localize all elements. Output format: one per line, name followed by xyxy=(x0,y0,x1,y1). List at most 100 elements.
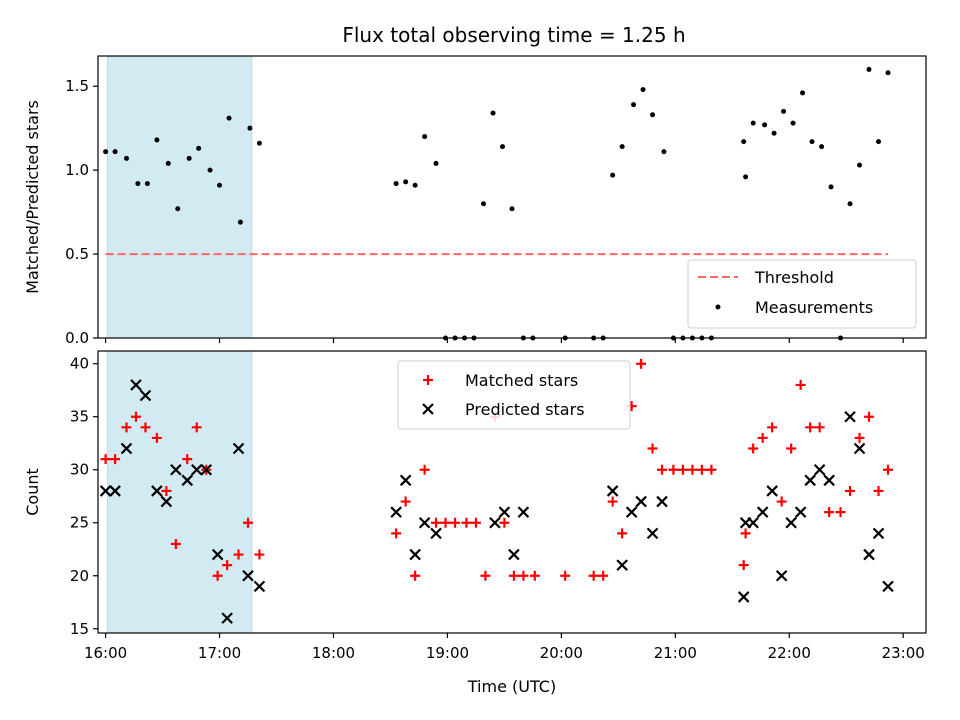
measurement-point xyxy=(393,181,399,187)
top-panel: 0.0 0.5 1.0 1.5 Matched/Predicted stars Thres… xyxy=(23,55,927,347)
measurement-point xyxy=(640,87,646,93)
measurement-point xyxy=(743,174,749,180)
predicted-star-point xyxy=(635,495,647,508)
measurement-point xyxy=(217,182,223,188)
x-tick-label: 22:00 xyxy=(768,644,811,662)
predicted-star-point xyxy=(756,506,769,518)
predicted-star-point xyxy=(232,442,245,455)
matched-star-point xyxy=(100,454,111,465)
matched-star-point xyxy=(814,422,825,433)
x-tick-label: 16:00 xyxy=(84,644,127,662)
measurement-point xyxy=(750,120,756,126)
measurement-point xyxy=(144,181,150,187)
measurement-point xyxy=(154,137,160,143)
legend-measurements-label: Measurements xyxy=(755,298,873,317)
y-tick-label: 35 xyxy=(70,408,89,426)
axes-frame xyxy=(97,55,927,339)
measurement-point xyxy=(631,102,637,108)
measurement-point xyxy=(207,167,213,173)
x-tick-label: 18:00 xyxy=(312,644,355,662)
axes-frame xyxy=(97,350,927,634)
matched-star-point xyxy=(461,517,472,528)
y-tick-label: 40 xyxy=(70,355,89,373)
measurement-point xyxy=(490,110,496,116)
matched-star-point xyxy=(706,464,717,475)
matched-star-point xyxy=(845,485,856,496)
predicted-star-point xyxy=(489,516,501,529)
measurement-point xyxy=(610,172,616,178)
predicted-star-point xyxy=(863,548,875,561)
x-axis-label: Time (UTC) xyxy=(467,677,556,696)
measurement-point xyxy=(165,160,171,166)
measurement-point xyxy=(112,149,118,155)
measurement-point xyxy=(175,206,181,212)
y-tick-label: 15 xyxy=(70,620,89,638)
predicted-star-point xyxy=(120,442,133,455)
x-tick-label: 19:00 xyxy=(426,644,469,662)
measurement-point xyxy=(256,140,262,146)
matched-star-point xyxy=(864,411,875,422)
predicted-star-point xyxy=(785,516,797,529)
predicted-star-point xyxy=(872,527,885,540)
measurement-point xyxy=(781,108,787,114)
predicted-star-point xyxy=(430,527,442,540)
matched-star-point xyxy=(470,517,481,528)
matched-star-point xyxy=(738,560,749,571)
y-axis-label: Count xyxy=(23,468,42,516)
predicted-star-point xyxy=(242,569,254,582)
measurement-point xyxy=(481,201,487,207)
measurement-point xyxy=(500,144,506,150)
matched-star-point xyxy=(757,432,768,443)
legend-matched-label: Matched stars xyxy=(465,371,578,390)
measurement-point xyxy=(876,139,882,145)
predicted-star-point xyxy=(616,559,628,571)
matched-star-point xyxy=(518,570,529,581)
y-tick-label: 0.0 xyxy=(65,329,89,347)
matched-star-point xyxy=(110,454,121,465)
matched-star-point xyxy=(657,464,668,475)
matched-star-point xyxy=(480,570,491,581)
matched-star-point xyxy=(748,443,759,454)
predicted-star-point xyxy=(399,474,412,487)
matched-star-point xyxy=(767,422,778,433)
legend-box xyxy=(397,360,631,430)
matched-star-point xyxy=(588,570,599,581)
measurement-point xyxy=(847,201,853,207)
matched-star-point xyxy=(410,570,421,581)
predicted-star-point xyxy=(221,612,233,624)
y-tick-label: 1.0 xyxy=(65,161,89,179)
matched-star-point xyxy=(529,570,540,581)
measurement-point xyxy=(866,66,872,72)
predicted-star-point xyxy=(181,474,194,487)
matched-star-point xyxy=(560,570,571,581)
y-tick-label: 25 xyxy=(70,514,89,532)
matched-star-point xyxy=(854,432,865,443)
y-tick-label: 20 xyxy=(70,567,89,585)
measurement-point xyxy=(661,149,667,155)
predicted-star-point xyxy=(508,548,520,561)
predicted-star-point xyxy=(646,527,659,540)
predicted-star-point xyxy=(390,506,402,518)
matched-star-point xyxy=(222,560,233,571)
measurement-point xyxy=(857,162,863,168)
matched-star-point xyxy=(161,485,172,496)
predicted-star-point xyxy=(253,580,266,593)
measurement-point xyxy=(885,70,891,76)
matched-star-point xyxy=(677,464,688,475)
highlight-span xyxy=(106,350,253,634)
measurement-point xyxy=(186,155,192,161)
measurement-point xyxy=(103,149,109,155)
legend-predicted-label: Predicted stars xyxy=(465,400,585,419)
matched-star-point xyxy=(130,411,141,422)
measurement-point xyxy=(135,181,141,187)
matched-star-point xyxy=(687,464,698,475)
measurement-point xyxy=(196,145,202,151)
predicted-star-point xyxy=(804,474,816,487)
measurement-point xyxy=(809,139,815,145)
matched-star-point xyxy=(696,464,707,475)
legend-threshold-label: Threshold xyxy=(754,268,834,287)
matched-star-point xyxy=(824,507,835,518)
measurement-point xyxy=(433,160,439,166)
measurement-point xyxy=(422,134,428,140)
matched-star-point xyxy=(607,496,618,507)
